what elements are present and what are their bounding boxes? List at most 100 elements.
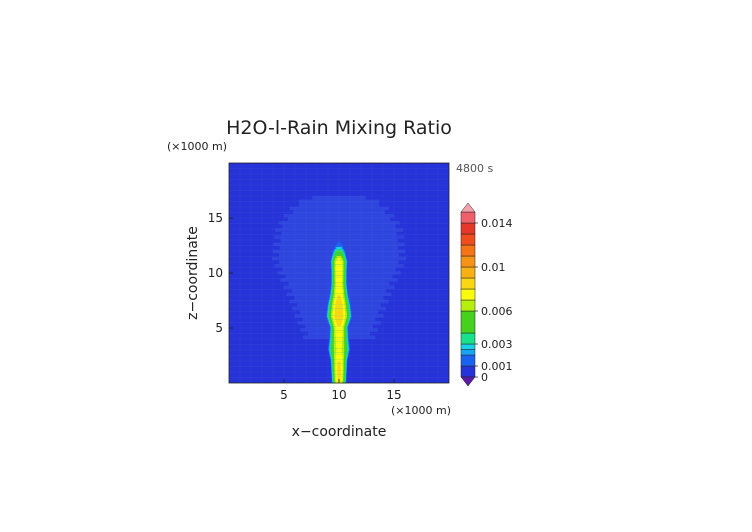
colorbar-segment (460, 332, 476, 345)
core-band (335, 336, 343, 340)
core-band (334, 308, 344, 311)
core-band (335, 306, 343, 309)
colorbar-tick-label: 0 (481, 371, 488, 384)
core-band (337, 372, 341, 375)
core-band (335, 303, 343, 307)
core-band (335, 292, 343, 296)
colorbar-segment (460, 266, 476, 279)
x-tick-label: 5 (280, 388, 288, 402)
anvil-band (274, 228, 404, 232)
core-band (337, 365, 341, 368)
core-band (335, 281, 343, 285)
core-band (335, 270, 343, 274)
core-band (335, 259, 343, 263)
anvil-band (298, 199, 380, 204)
plot-area (228, 162, 450, 384)
core-band (335, 284, 343, 287)
colorbar-segment (460, 310, 476, 334)
colorbar-segment (460, 222, 476, 235)
y-axis-ticks: 5 10 15 (208, 211, 233, 335)
colorbar-segment (460, 244, 476, 257)
core-band (335, 317, 343, 320)
colorbar-segment (460, 349, 476, 356)
colorbar-over-arrow (460, 202, 476, 213)
core-band (337, 376, 341, 379)
core-band (335, 339, 343, 342)
core-band (336, 345, 342, 349)
x-axis-label: x−coordinate (292, 424, 387, 440)
core-band (336, 347, 342, 351)
core-band (334, 310, 344, 313)
core-band (335, 279, 343, 283)
colorbar-segment (460, 211, 476, 224)
core-band (335, 332, 343, 335)
anvil-band (298, 203, 380, 207)
anvil-band (281, 231, 397, 236)
core-band (335, 301, 343, 305)
core-band (336, 246, 342, 250)
rain-field (272, 196, 406, 384)
core-band (335, 244, 343, 247)
anvil-band (280, 238, 398, 243)
core-band (337, 374, 341, 377)
colorbar-under-arrow (460, 376, 476, 387)
colorbar-tick-label: 0.006 (481, 305, 513, 318)
y-unit-label: (×1000 m) (167, 140, 227, 153)
core-band (335, 325, 343, 329)
core-band (334, 314, 344, 318)
model-grid-lines (229, 163, 449, 383)
core-band (335, 264, 343, 267)
anvil-band (274, 235, 404, 239)
core-band (335, 358, 343, 362)
core-band (335, 290, 343, 294)
time-label: 4800 s (456, 162, 493, 175)
x-unit-label: (×1000 m) (391, 404, 451, 417)
colorbar-tick-label: 0.01 (481, 261, 506, 274)
anvil-band (278, 221, 400, 225)
core-band (336, 321, 342, 324)
colorbar-segment (460, 277, 476, 290)
core-band (338, 248, 340, 252)
core-band (335, 352, 343, 355)
y-tick-label: 5 (215, 321, 223, 335)
core-band (336, 350, 342, 353)
x-tick-label: 10 (331, 388, 346, 402)
core-band (335, 273, 343, 276)
core-band (337, 369, 341, 373)
colorbar-tick-label: 0.014 (481, 217, 513, 230)
core-band (335, 288, 343, 291)
core-band (337, 367, 341, 371)
y-tick-label: 15 (208, 211, 223, 225)
colorbar: 00.001 0.003 0.006 0.01 0.014 (460, 202, 513, 387)
core-band (334, 253, 344, 256)
core-band (336, 297, 342, 300)
core-band (335, 330, 343, 333)
core-band (335, 341, 343, 344)
core-band (337, 242, 341, 245)
core-band (337, 361, 341, 364)
colorbar-segment (460, 288, 476, 301)
y-tick-label: 10 (208, 266, 223, 280)
chart-title: H2O-l-Rain Mixing Ratio (226, 117, 452, 139)
anvil-band (312, 196, 366, 200)
y-axis-label: z−coordinate (185, 226, 201, 320)
core-band (335, 319, 343, 322)
core-band (337, 363, 341, 366)
anvil-band (293, 210, 385, 214)
core-band (335, 356, 343, 360)
core-band (335, 334, 343, 338)
colorbar-segment (460, 299, 476, 312)
core-band (336, 255, 342, 258)
core-band (337, 323, 341, 327)
core-band (335, 268, 343, 272)
core-band (335, 266, 343, 269)
core-band (335, 275, 343, 278)
core-band (335, 328, 343, 331)
core-band (335, 277, 343, 280)
anvil-band (289, 206, 389, 211)
anvil-band (287, 217, 391, 222)
colorbar-segment (460, 233, 476, 246)
core-band (335, 251, 343, 254)
core-band (336, 343, 342, 346)
